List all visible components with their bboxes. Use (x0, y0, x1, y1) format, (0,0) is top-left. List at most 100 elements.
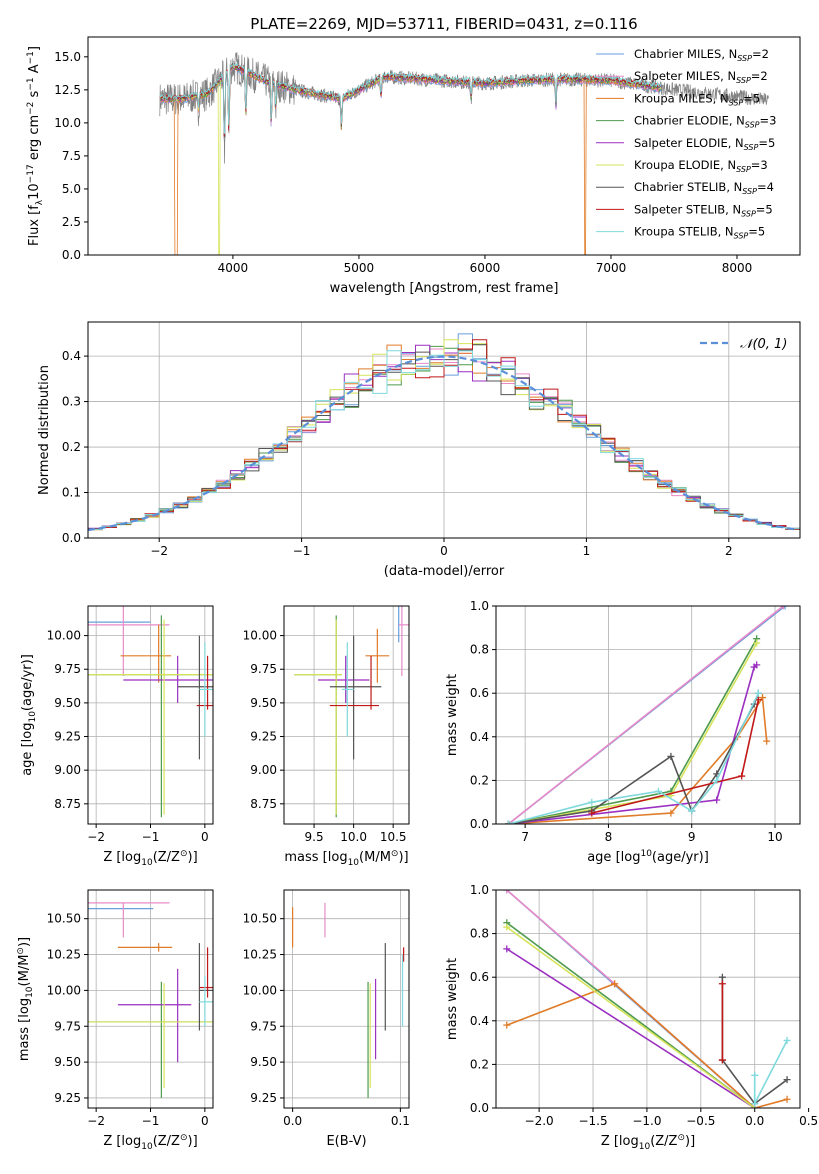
weight-line-kroupa-stelib (508, 692, 760, 824)
model-line-kroupa-miles (159, 65, 662, 255)
label-part: (M/M (359, 850, 391, 865)
legend-name: Kroupa STELIB, N (634, 225, 734, 239)
x-axis-label: wavelength [Angstrom, rest frame] (330, 281, 559, 296)
label-part: )] (685, 1134, 695, 1149)
errorbar-point (123, 655, 213, 703)
x-axis-label: Z [log10(Z/Z⊙)] (601, 1133, 695, 1152)
x-tick-label: 5000 (344, 261, 375, 275)
y-tick-label: 9.25 (250, 730, 277, 744)
errorbar-point (365, 628, 390, 683)
plot-area (284, 890, 409, 1108)
plot-area (88, 322, 800, 538)
weight-marker (783, 1076, 791, 1084)
weight-marker (779, 606, 787, 610)
x-tick-label: 0.1 (391, 1114, 410, 1128)
weight-line-salpeter-elodie (506, 948, 756, 1108)
label-part: erg cm (27, 115, 42, 164)
x-tick-label: −2 (87, 830, 105, 844)
label-part: age [log (20, 723, 35, 776)
x-tick-label: 9.5 (305, 830, 324, 844)
weight-marker (611, 980, 619, 988)
x-tick-label: 1 (583, 544, 591, 558)
legend-sub: SSP (734, 232, 749, 241)
errorbar-point (120, 624, 172, 683)
y-axis-label: Flux [fλ10−17 erg cm−2 s−1 A−1] (26, 46, 45, 246)
legend-entry: Chabrier MILES, NSSP=2 (634, 47, 769, 63)
y-tick-label: 5.0 (62, 182, 81, 196)
x-tick-label: 7000 (596, 261, 627, 275)
legend-name: Kroupa ELODIE, N (634, 158, 736, 172)
axes-residuals: −2 −1 0 1 2 0.0 0.1 0.2 0.3 0.4 (data-model)/error… (37, 321, 801, 579)
y-tick-label: 0.0 (62, 531, 81, 545)
legend-sub: SSP (745, 121, 760, 130)
axes-mass_vs_ebv: 0.0 0.1 9.25 9.50 9.75 10.00 10.25 10.50 E(B-V) (243, 889, 410, 1149)
label-part: Z [log (601, 1134, 639, 1149)
weight-marker (718, 973, 726, 981)
y-tick-label: 8.75 (250, 797, 277, 811)
label-part: (Z/Z (153, 850, 180, 865)
plot-area (159, 52, 769, 255)
y-tick-label: 9.75 (250, 1019, 277, 1033)
y-tick-label: 9.00 (54, 763, 81, 777)
errorbar-point (318, 655, 370, 703)
y-tick-label: 0.8 (470, 643, 489, 657)
label-part: 10 (348, 858, 360, 868)
x-tick-label: 0.0 (745, 1114, 764, 1128)
legend-entry: Kroupa STELIB, NSSP=5 (634, 225, 765, 241)
x-axis-label: E(B-V) (326, 1134, 366, 1149)
x-tick-label: −2 (150, 544, 168, 558)
x-axis-label: Z [log10(Z/Z⊙)] (103, 849, 197, 868)
weight-marker (718, 980, 726, 988)
x-tick-label: 8 (605, 830, 613, 844)
plot-area (88, 606, 213, 824)
y-axis-label: age [log10(age/yr)] (20, 654, 38, 776)
legend-name: Salpeter STELIB, N (634, 202, 741, 216)
label-part: 10 (25, 986, 35, 998)
errorbar-point (398, 606, 409, 676)
label-part: Z [log (103, 1134, 141, 1149)
errorbar-point (341, 642, 354, 737)
histogram-kroupa-stelib (88, 350, 800, 532)
y-axis-label: mass weight (445, 958, 460, 1040)
label-part: ⊙ (180, 1133, 188, 1143)
legend-entry: Kroupa ELODIE, NSSP=3 (634, 158, 768, 174)
weight-marker (503, 923, 511, 931)
x-tick-label: 6000 (470, 261, 501, 275)
x-axis-label: age [log10(age/yr)] (587, 849, 709, 865)
label-part: 10 (141, 1142, 153, 1152)
weight-marker (763, 737, 771, 745)
y-tick-label: 9.75 (54, 662, 81, 676)
x-tick-label: −1 (142, 1114, 160, 1128)
plot-area (496, 606, 800, 824)
x-tick-label: 0 (201, 830, 209, 844)
legend-name: Salpeter ELODIE, N (634, 136, 744, 150)
weight-line-kroupa-stelib (753, 1040, 788, 1104)
legend-sub: SSP (737, 54, 752, 63)
axes-frame (283, 889, 410, 1109)
axes-weight_vs_Z: −2.0 −1.5 −1.0 −0.5 0.0 0.5 0.0 0.2 0.4 0.6 0.8 1.0… (445, 883, 818, 1152)
weight-marker (654, 787, 662, 795)
label-part: )] (17, 937, 32, 947)
x-tick-label: 0.5 (799, 1114, 818, 1128)
x-tick-label: −1 (293, 544, 311, 558)
y-axis-label: Normed distribution (37, 365, 52, 495)
label-part: 10 (141, 858, 153, 868)
legend-count: =2 (752, 47, 769, 61)
y-tick-label: 2.5 (62, 215, 81, 229)
axes-frame (87, 321, 801, 539)
legend-entry: Chabrier STELIB, NSSP=4 (634, 180, 774, 196)
legend-entry: Kroupa MILES, NSSP=5 (634, 91, 760, 107)
y-tick-label: 7.5 (62, 149, 81, 163)
weight-marker (503, 890, 511, 894)
legend-entry: Salpeter MILES, NSSP=2 (634, 69, 768, 85)
legend-name: Chabrier MILES, N (634, 47, 737, 61)
y-tick-label: 9.50 (250, 696, 277, 710)
axes-frame (495, 605, 801, 825)
x-tick-label: 4000 (218, 261, 249, 275)
y-tick-label: 10.25 (243, 948, 277, 962)
y-tick-label: 8.75 (54, 797, 81, 811)
legend-count: =5 (758, 136, 775, 150)
x-tick-label: −2.0 (525, 1114, 554, 1128)
weight-marker (751, 1071, 759, 1079)
